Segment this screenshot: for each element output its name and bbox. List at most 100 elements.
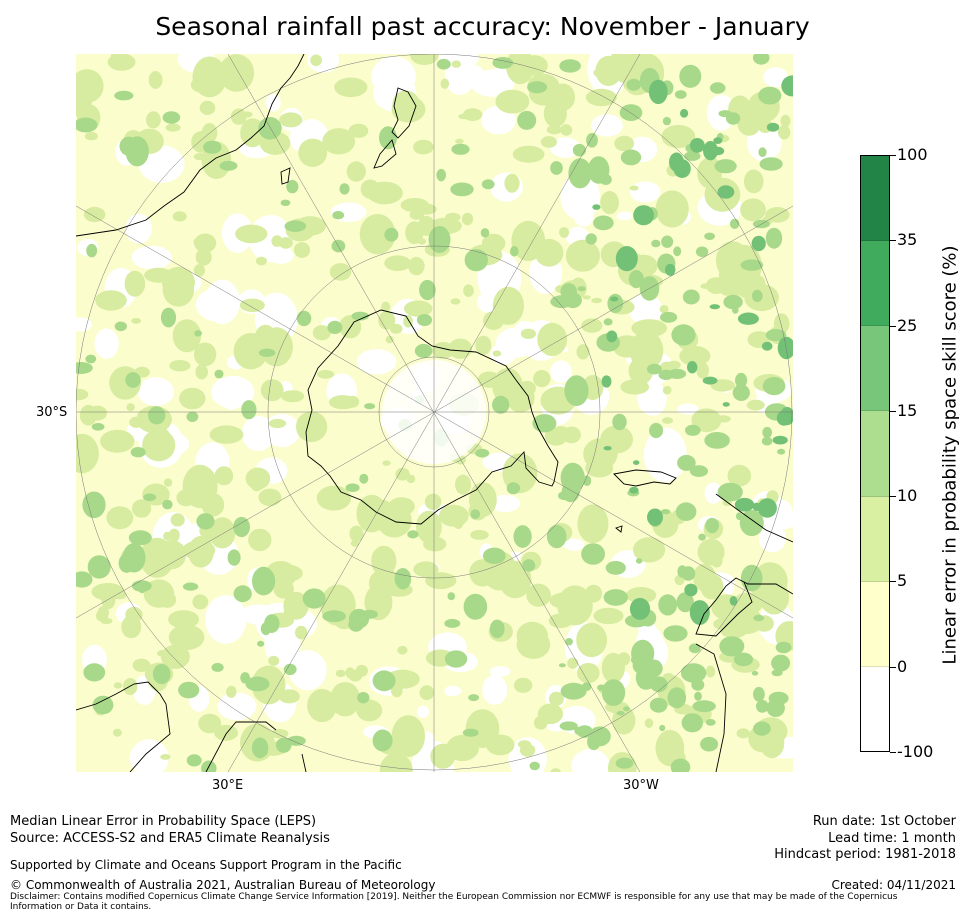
colorbar-title: Linear error in probability space skill … <box>939 245 961 665</box>
low-skill-patch <box>258 488 282 507</box>
moderate-skill-patch <box>599 174 612 185</box>
moderate-skill-patch <box>751 671 759 676</box>
moderate-skill-patch <box>756 699 769 713</box>
no-skill-patch <box>222 389 241 410</box>
graticule <box>76 54 793 772</box>
low-skill-patch <box>780 114 791 127</box>
high-skill-patch <box>629 486 639 494</box>
moderate-skill-patch <box>86 243 98 258</box>
low-skill-patch <box>192 594 209 610</box>
low-skill-patch <box>751 275 766 293</box>
low-skill-patch <box>448 338 473 359</box>
low-skill-patch <box>199 100 216 115</box>
low-skill-patch <box>451 60 461 68</box>
colorbar-tick-label: 15 <box>897 400 918 420</box>
low-skill-patch <box>283 609 296 616</box>
moderate-skill-patch <box>550 161 563 175</box>
moderate-skill-patch <box>489 619 505 639</box>
moderate-skill-patch <box>559 721 578 731</box>
high-skill-patch <box>751 235 766 252</box>
moderate-skill-patch <box>130 447 146 458</box>
low-skill-patch <box>593 607 624 625</box>
moderate-skill-patch <box>468 694 479 702</box>
moderate-skill-patch <box>685 424 701 436</box>
low-skill-patch <box>356 494 387 533</box>
moderate-skill-patch <box>419 279 436 301</box>
low-skill-patch <box>495 89 530 114</box>
moderate-skill-patch <box>585 233 597 245</box>
no-skill-patch <box>571 748 610 772</box>
moderate-skill-patch <box>733 652 754 667</box>
moderate-skill-patch <box>691 679 705 691</box>
low-skill-patch <box>419 685 435 701</box>
moderate-skill-patch <box>684 151 701 161</box>
low-skill-patch <box>577 504 609 544</box>
moderate-skill-patch <box>771 654 791 672</box>
low-skill-patch <box>378 311 396 330</box>
low-skill-patch <box>697 538 725 566</box>
low-skill-patch <box>95 290 127 311</box>
low-skill-patch <box>209 517 236 549</box>
low-skill-patch <box>168 610 200 629</box>
low-skill-patch <box>132 658 151 672</box>
moderate-skill-patch <box>680 663 707 683</box>
low-skill-patch <box>124 270 146 297</box>
moderate-skill-patch <box>576 725 593 738</box>
moderate-skill-patch <box>227 549 241 566</box>
moderate-skill-patch <box>522 559 536 572</box>
moderate-skill-patch <box>753 721 771 736</box>
moderate-skill-patch <box>414 343 433 358</box>
low-skill-patch <box>76 388 89 401</box>
moderate-skill-patch <box>428 226 451 253</box>
moderate-skill-patch <box>284 220 307 232</box>
moderate-skill-patch <box>287 735 306 746</box>
longitude-label-east: 30°E <box>212 778 244 793</box>
moderate-skill-patch <box>348 617 364 632</box>
high-skill-patch <box>752 502 762 511</box>
high-skill-patch <box>703 141 718 161</box>
low-skill-patch <box>245 467 271 490</box>
no-skill-patch <box>482 674 508 705</box>
low-skill-patch <box>593 68 612 78</box>
low-skill-patch <box>193 342 217 367</box>
colorbar-segment <box>861 411 889 497</box>
low-skill-patch <box>560 124 573 136</box>
colorbar-tick-label: 0 <box>897 656 908 676</box>
moderate-skill-patch <box>651 239 661 248</box>
moderate-skill-patch <box>444 618 461 628</box>
low-skill-patch <box>155 438 168 450</box>
low-skill-patch <box>577 662 600 684</box>
moderate-skill-patch <box>76 362 93 374</box>
no-skill-patch <box>490 494 521 513</box>
moderate-skill-patch <box>681 713 703 733</box>
low-skill-patch <box>295 625 308 640</box>
low-skill-patch <box>193 237 203 247</box>
low-skill-patch <box>187 536 214 568</box>
low-skill-patch <box>209 425 244 444</box>
low-skill-patch <box>565 239 600 272</box>
moderate-skill-patch <box>327 320 343 334</box>
colorbar-tick-label: -100 <box>897 742 934 761</box>
moderate-skill-patch <box>593 215 614 231</box>
moderate-skill-patch <box>660 509 671 515</box>
low-skill-patch <box>248 528 272 552</box>
moderate-skill-patch <box>211 662 224 672</box>
low-skill-patch <box>112 590 127 600</box>
chart-title: Seasonal rainfall past accuracy: Novembe… <box>155 12 810 41</box>
moderate-skill-patch <box>436 168 447 182</box>
low-skill-patch <box>384 255 411 271</box>
low-skill-patch <box>330 682 361 717</box>
moderate-skill-patch <box>582 475 592 487</box>
no-skill-patch <box>129 739 169 772</box>
moderate-skill-patch <box>601 679 626 706</box>
meridian-line <box>76 205 793 619</box>
footer-method: Median Linear Error in Probability Space… <box>10 814 317 829</box>
low-skill-patch <box>298 138 328 167</box>
moderate-skill-patch <box>560 283 577 301</box>
low-skill-patch <box>169 360 191 372</box>
low-skill-patch <box>534 715 548 730</box>
high-skill-patch <box>633 460 640 465</box>
low-skill-patch <box>162 273 195 307</box>
moderate-skill-patch <box>450 182 474 197</box>
moderate-skill-patch <box>233 585 252 603</box>
